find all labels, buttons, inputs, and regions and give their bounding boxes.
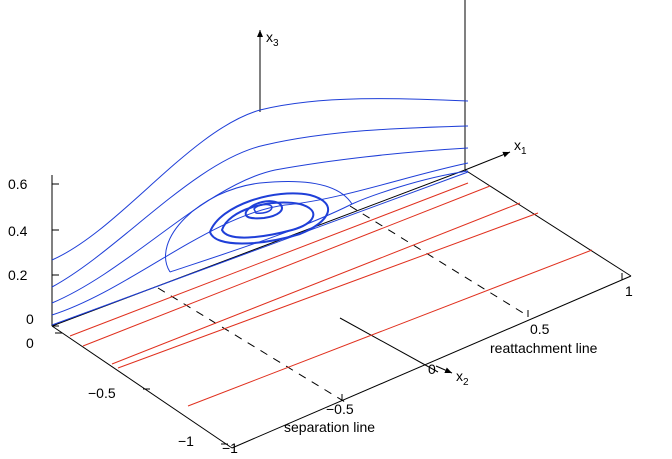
wall-line — [82, 185, 491, 347]
x2-axis-line — [339, 317, 439, 373]
streamline — [51, 147, 469, 304]
separation-line — [157, 287, 346, 403]
wall-line — [69, 182, 469, 337]
x2-arrow — [435, 365, 453, 374]
x2-axis-label: x2 — [456, 368, 469, 388]
wall-lines — [69, 182, 593, 407]
x2-tick-label: 0 — [26, 335, 34, 351]
wall-line — [117, 212, 539, 369]
x1-tick-label: −0.5 — [326, 401, 354, 417]
vortex-loop — [253, 203, 273, 214]
reattachment-line-label: reattachment line — [490, 340, 598, 356]
separation-line-label: separation line — [284, 419, 375, 435]
streamline — [165, 170, 469, 273]
floor-front-edge — [231, 275, 632, 449]
streamlines — [51, 98, 469, 326]
reattachment-line — [349, 205, 529, 317]
x2-tick-label: −1 — [178, 433, 194, 449]
x3-ticks — [52, 183, 59, 327]
origin-label: 0 — [428, 361, 436, 377]
vortex-loop — [208, 192, 330, 245]
vortex-loop — [244, 200, 283, 220]
x3-tick-label: 0 — [26, 311, 34, 327]
floor-left-edge — [51, 325, 233, 449]
x1-axis-arrow — [464, 151, 511, 171]
x3-tick-label: 0.6 — [8, 176, 28, 192]
streamline — [51, 98, 469, 261]
streamline — [51, 125, 469, 288]
x2-tick-label: −0.5 — [88, 385, 116, 401]
x1-tick-label: −1 — [222, 440, 238, 456]
x3-tick-label: 0.2 — [8, 267, 28, 283]
x3-axis-label: x3 — [266, 29, 279, 49]
streamline — [51, 162, 469, 316]
streamline — [51, 171, 469, 326]
x1-axis-label: x1 — [514, 137, 527, 157]
streamline — [169, 203, 353, 273]
x3-tick-label: 0.4 — [8, 223, 28, 239]
wall-line — [111, 202, 521, 365]
x1-tick-label: 0.5 — [530, 321, 550, 337]
wall-line — [187, 249, 593, 407]
floor-right-edge — [464, 169, 632, 277]
x1-tick-label: 1 — [625, 283, 633, 299]
